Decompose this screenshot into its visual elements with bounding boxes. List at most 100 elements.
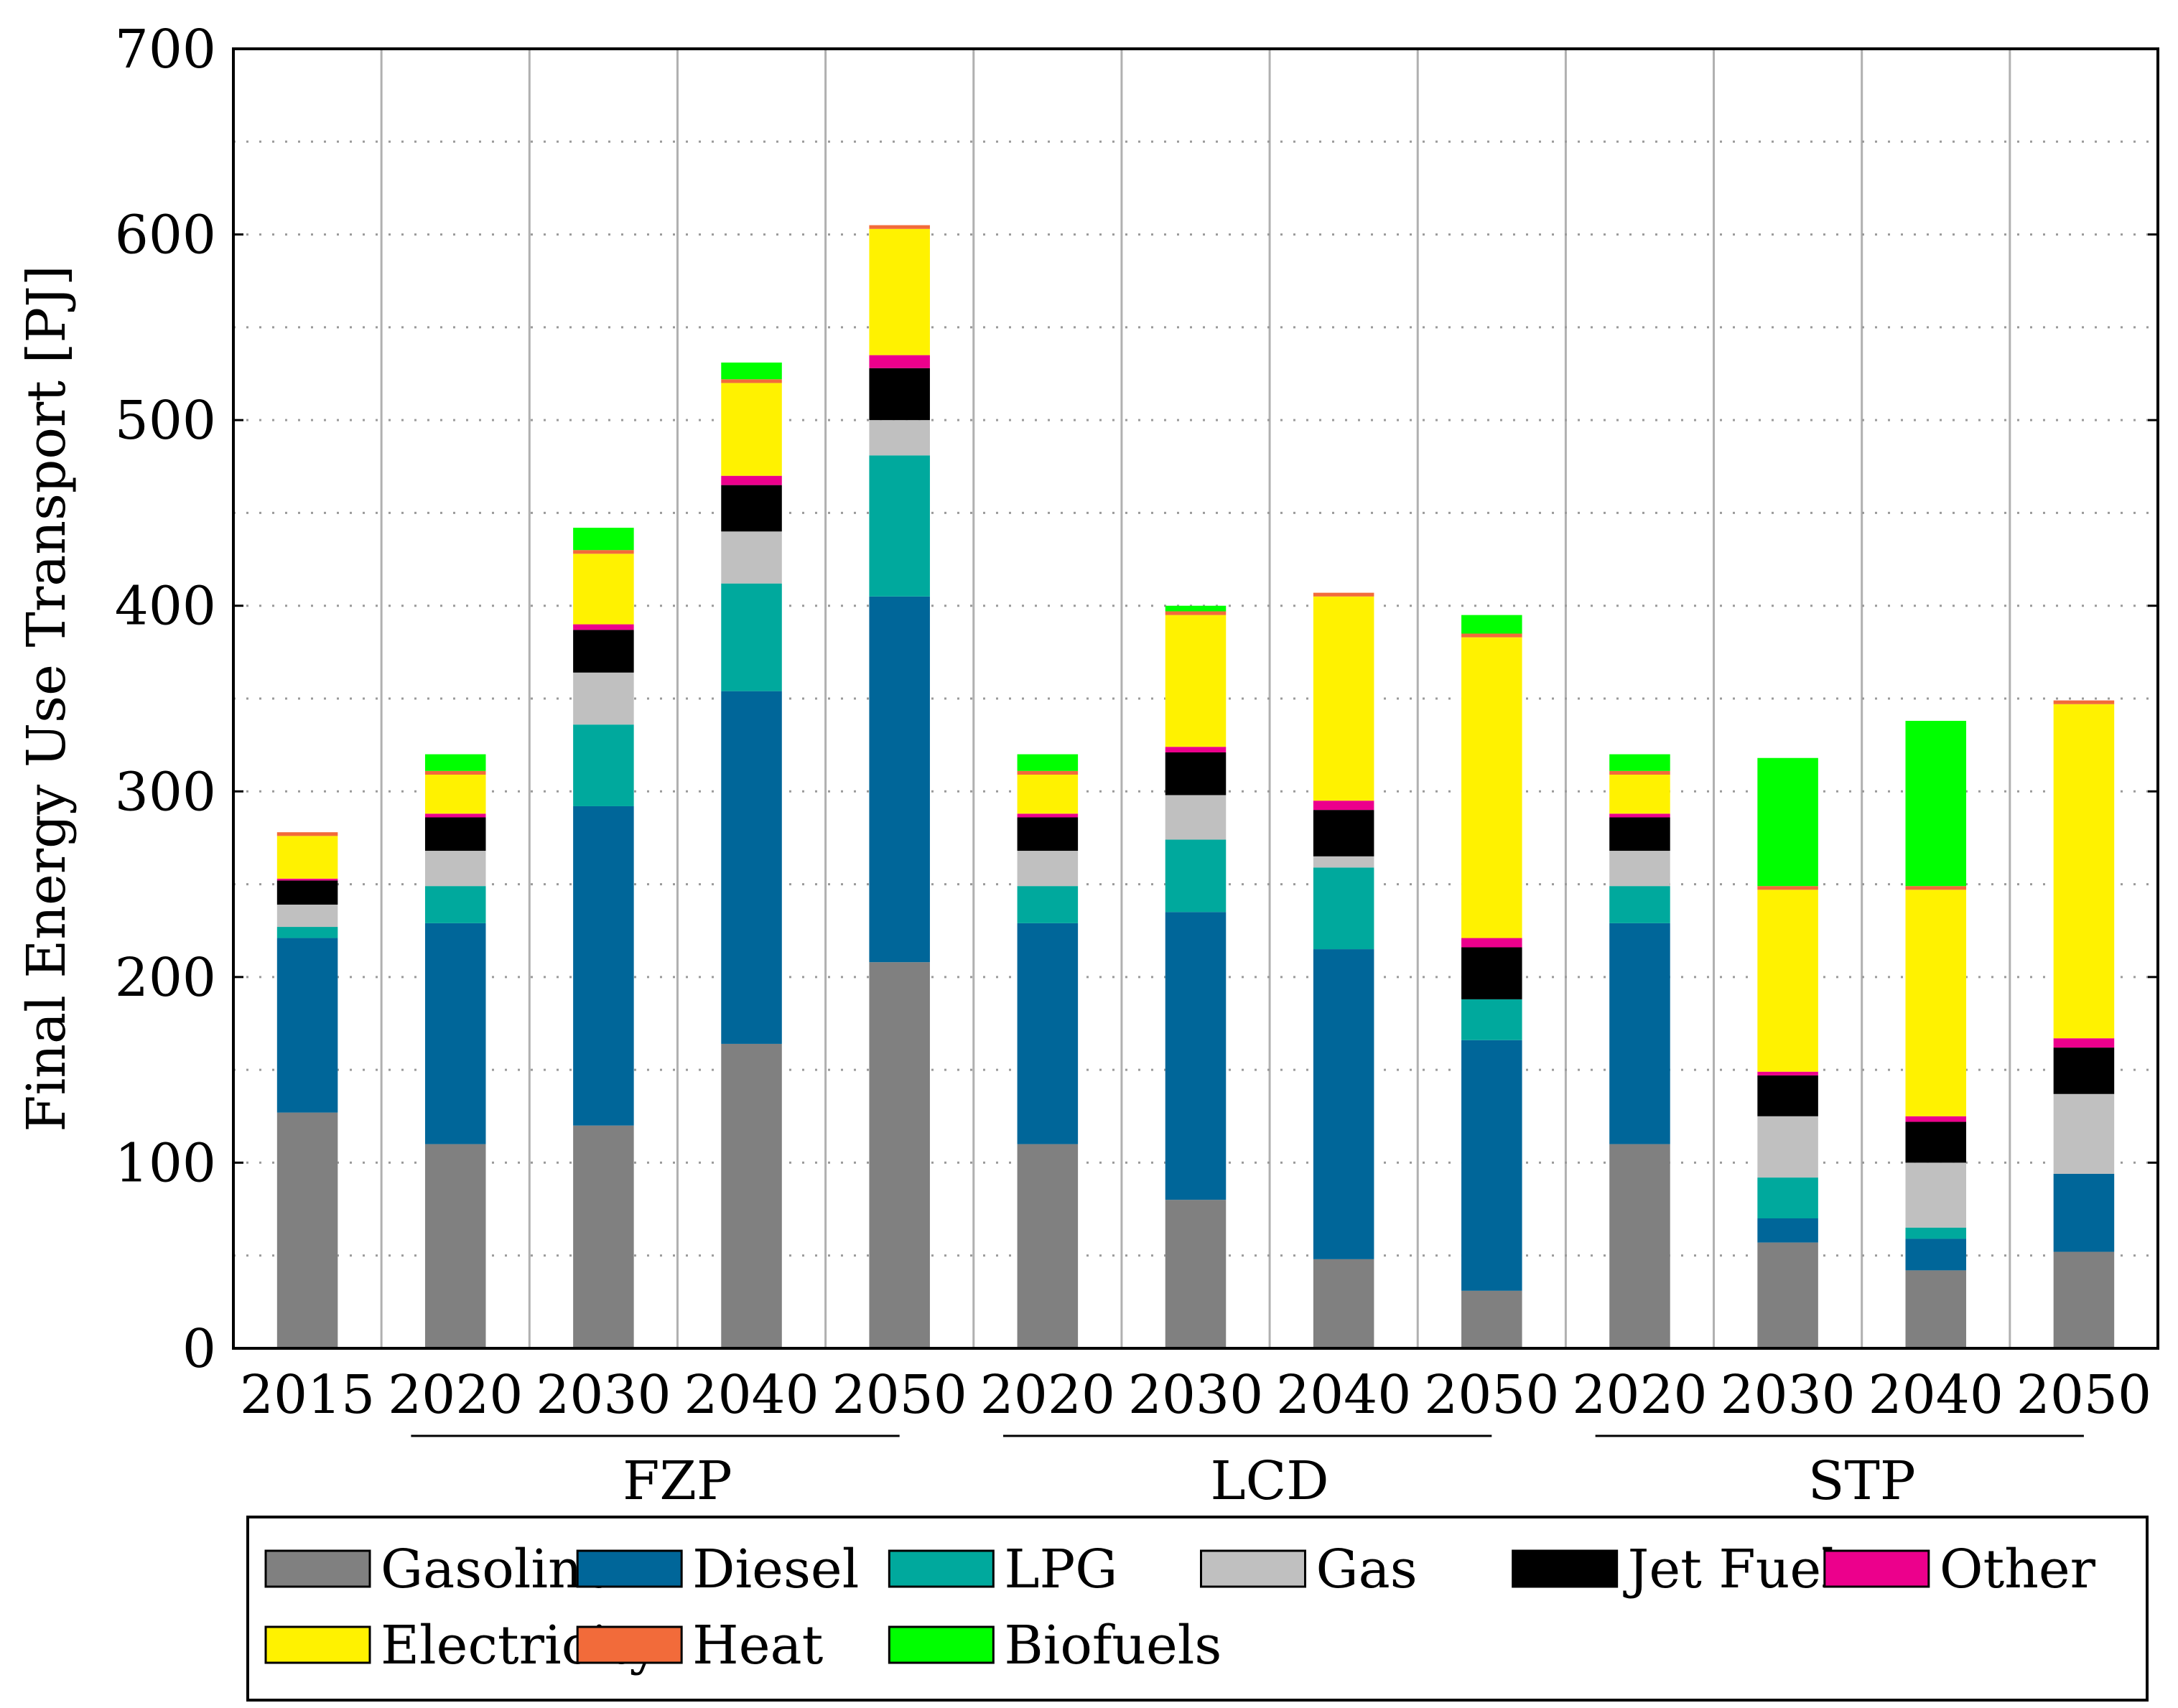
bar-segment — [1313, 801, 1374, 811]
bar-segment — [1757, 1218, 1818, 1243]
plot-frame — [232, 47, 2159, 1350]
bar-segment — [424, 770, 486, 775]
bar-segment — [2053, 1251, 2115, 1348]
x-tick-label: 2015 — [240, 1364, 375, 1426]
y-tick-label: 300 — [115, 761, 216, 823]
x-tick-label: 2030 — [1128, 1364, 1263, 1426]
x-tick-label: 2040 — [1868, 1364, 2004, 1426]
x-tick-label: 2050 — [832, 1364, 967, 1426]
bar-segment — [1461, 633, 1522, 638]
bar-segment — [1165, 747, 1227, 752]
bar-segment — [1757, 1071, 1818, 1075]
bar-segment — [721, 485, 782, 532]
bar-segment — [1313, 856, 1374, 868]
bar-segment — [2053, 704, 2115, 1039]
bar-segment — [1017, 1144, 1079, 1348]
bar-segment — [424, 851, 486, 887]
bar-segment — [869, 455, 930, 597]
bar-segment — [721, 583, 782, 691]
bar-segment — [1017, 886, 1079, 923]
bar-segment — [1609, 817, 1670, 851]
bar-segment — [1313, 1259, 1374, 1348]
x-tick-label: 2030 — [1720, 1364, 1855, 1426]
bar-segment — [573, 630, 634, 673]
bar-segment — [424, 813, 486, 818]
bar-segment — [1905, 1121, 1967, 1163]
y-tick-label: 700 — [115, 19, 216, 80]
bars — [276, 225, 2115, 1348]
x-tick-label: 2050 — [2016, 1364, 2151, 1426]
bar-segment — [869, 420, 930, 456]
bar-segment — [424, 817, 486, 851]
bar-segment — [1905, 1162, 1967, 1228]
bar-segment — [1461, 637, 1522, 938]
bar-segment — [1609, 1144, 1670, 1348]
bar-segment — [1461, 615, 1522, 634]
bar-segment — [2053, 1038, 2115, 1048]
bar-segment — [1757, 886, 1818, 890]
bar-segment — [1609, 813, 1670, 818]
bar-segment — [276, 1112, 338, 1348]
bar-segment — [424, 1144, 486, 1348]
x-tick-label: 2030 — [536, 1364, 671, 1426]
bar-segment — [2053, 1093, 2115, 1174]
bar-segment — [1905, 1238, 1967, 1271]
bar-segment — [1905, 890, 1967, 1116]
group-label: FZP — [623, 1450, 732, 1512]
x-tick-label: 2040 — [1276, 1364, 1411, 1426]
bar-segment — [1017, 851, 1079, 887]
bar-segment — [424, 923, 486, 1144]
bar-segment — [1017, 754, 1079, 771]
bar-segment — [424, 886, 486, 923]
bar-segment — [1609, 923, 1670, 1144]
y-axis: 0 100 200 300 400 500 600 700 — [115, 19, 2158, 1380]
bar-segment — [1313, 949, 1374, 1259]
x-tick-label: 2020 — [388, 1364, 523, 1426]
bar-segment — [276, 927, 338, 938]
y-tick-label: 0 — [182, 1318, 216, 1380]
bar-segment — [721, 691, 782, 1044]
y-tick-label: 100 — [115, 1132, 216, 1194]
bar-segment — [1313, 596, 1374, 801]
bar-segment — [1757, 1116, 1818, 1178]
bar-segment — [1017, 817, 1079, 851]
bar-segment — [1165, 611, 1227, 615]
group-label: STP — [1808, 1450, 1916, 1512]
x-axis: 2015 2020 2030 2040 2050 2020 2030 2040 2050 2020… — [240, 1364, 2151, 1426]
bar-segment — [573, 724, 634, 806]
bar-segment — [1461, 1040, 1522, 1291]
bar-segment — [1461, 999, 1522, 1040]
bar-segment — [869, 225, 930, 229]
bar-segment — [1165, 912, 1227, 1200]
group-labels: FZP LCD STP — [411, 1434, 2084, 1512]
bar-segment — [573, 554, 634, 625]
bar-segment — [1609, 851, 1670, 887]
bar-segment — [1905, 721, 1967, 887]
bar-segment — [1313, 810, 1374, 857]
bar-segment — [573, 1125, 634, 1348]
bar-segment — [721, 362, 782, 380]
bar-segment — [1165, 1200, 1227, 1348]
bar-segment — [573, 624, 634, 630]
bar-segment — [2053, 700, 2115, 704]
group-label: LCD — [1211, 1450, 1329, 1512]
x-tick-label: 2040 — [684, 1364, 819, 1426]
bar-segment — [1757, 1242, 1818, 1348]
bar-segment — [1461, 938, 1522, 948]
bar-segment — [1609, 886, 1670, 923]
bar-segment — [1165, 839, 1227, 913]
legend-swatch — [264, 1625, 371, 1664]
bar-segment — [721, 1043, 782, 1348]
bar-segment — [1165, 605, 1227, 612]
bar-segment — [1165, 752, 1227, 795]
bar-segment — [721, 475, 782, 485]
legend-swatch — [888, 1549, 995, 1588]
bar-segment — [1017, 813, 1079, 818]
bar-segment — [1165, 615, 1227, 747]
bar-segment — [1757, 890, 1818, 1072]
bar-segment — [721, 379, 782, 383]
bar-segment — [1757, 1075, 1818, 1116]
bar-segment — [1757, 757, 1818, 887]
bar-segment — [424, 754, 486, 771]
